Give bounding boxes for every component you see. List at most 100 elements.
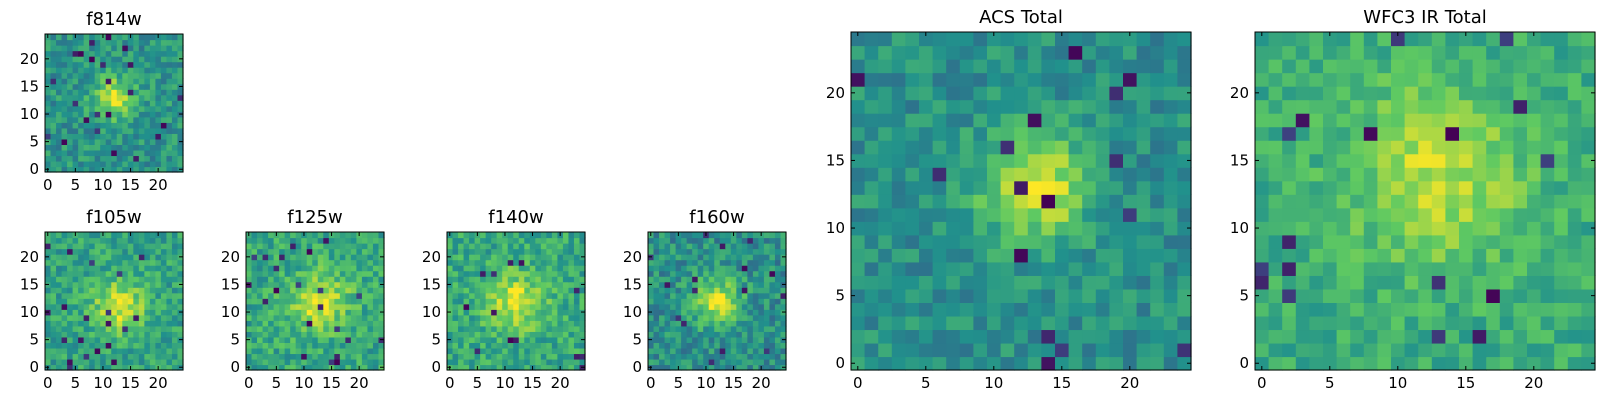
heatmap-cell (78, 254, 85, 261)
heatmap-cell (474, 276, 481, 283)
heatmap-cell (116, 292, 123, 299)
heatmap-cell (1309, 356, 1324, 371)
heatmap-cell (171, 50, 179, 57)
heatmap-cell (160, 61, 168, 68)
heatmap-cell (697, 309, 704, 316)
heatmap-cell (919, 248, 934, 263)
heatmap-cell (171, 265, 179, 272)
heatmap-cell (94, 39, 101, 46)
heatmap-cell (491, 259, 498, 266)
heatmap-cell (878, 275, 893, 290)
heatmap-cell (1282, 275, 1297, 290)
heatmap-cell (513, 342, 520, 349)
heatmap-cell (1540, 86, 1555, 101)
heatmap-cell (485, 331, 492, 338)
heatmap-cell (1295, 207, 1310, 222)
heatmap-cell (171, 127, 179, 134)
heatmap-cell (262, 287, 269, 294)
heatmap-cell (1095, 207, 1110, 222)
heatmap-cell (491, 281, 498, 288)
heatmap-cell (50, 265, 57, 272)
heatmap-cell (502, 248, 509, 255)
heatmap-cell (1082, 32, 1097, 47)
heatmap-cell (529, 320, 536, 327)
heatmap-cell (1404, 342, 1419, 358)
heatmap-cell (83, 61, 90, 68)
heatmap-cell (741, 358, 748, 366)
heatmap-cell (546, 303, 553, 310)
y-tick-label: 0 (835, 354, 845, 372)
heatmap-cell (1323, 234, 1338, 249)
heatmap-cell (279, 358, 286, 366)
heatmap-cell (268, 259, 275, 266)
heatmap-cell (1163, 329, 1178, 344)
heatmap-cell (50, 254, 57, 261)
heatmap-cell (686, 259, 693, 266)
heatmap-cell (334, 342, 341, 349)
heatmap-cell (67, 353, 74, 360)
heatmap-cell (1150, 45, 1165, 60)
heatmap-cell (144, 270, 151, 277)
heatmap-cell (557, 243, 564, 250)
heatmap-cell (105, 298, 112, 305)
heatmap-cell (334, 303, 341, 310)
heatmap-cell (562, 364, 570, 371)
heatmap-cell (932, 248, 947, 263)
heatmap-cell (670, 314, 677, 321)
heatmap-cell (1404, 32, 1419, 47)
heatmap-cell (891, 59, 906, 74)
heatmap-cell (105, 281, 112, 288)
heatmap-cell (480, 270, 487, 277)
heatmap-cell (987, 59, 1002, 74)
heatmap-cell (144, 281, 151, 288)
heatmap-cell (166, 149, 173, 157)
heatmap-cell (1323, 153, 1338, 168)
heatmap-cell (905, 140, 920, 155)
heatmap-cell (246, 314, 253, 321)
heatmap-cell (171, 155, 179, 162)
heatmap-cell (714, 265, 721, 272)
heatmap-cell (763, 309, 771, 316)
heatmap-cell (524, 259, 531, 266)
heatmap-cell (551, 292, 558, 299)
heatmap-cell (67, 336, 74, 343)
heatmap-cell (1391, 288, 1406, 303)
heatmap-cell (573, 342, 581, 349)
heatmap-cell (681, 331, 688, 338)
heatmap-cell (891, 342, 906, 358)
heatmap-cell (295, 254, 302, 261)
heatmap-cell (155, 56, 162, 63)
heatmap-cell (1163, 221, 1178, 236)
heatmap-cell (959, 32, 974, 47)
heatmap-cell (111, 259, 118, 266)
heatmap-cell (513, 309, 520, 316)
heatmap-cell (1123, 342, 1138, 358)
heatmap-cell (664, 336, 671, 343)
heatmap-cell (719, 292, 726, 299)
heatmap-cell (758, 287, 765, 294)
heatmap-cell (1323, 248, 1338, 263)
heatmap-cell (257, 298, 264, 305)
heatmap-cell (67, 292, 74, 299)
heatmap-cell (878, 248, 893, 263)
heatmap-cell (774, 314, 782, 321)
heatmap-cell (89, 237, 96, 244)
heatmap-cell (61, 61, 68, 68)
heatmap-cell (155, 248, 162, 255)
heatmap-cell (334, 270, 341, 277)
heatmap-cell (138, 342, 145, 349)
heatmap-cell (557, 281, 564, 288)
heatmap-cell (1109, 288, 1124, 303)
heatmap-cell (367, 287, 374, 294)
heatmap-cell (730, 358, 737, 366)
heatmap-cell (1163, 302, 1178, 317)
heatmap-cell (485, 342, 492, 349)
heatmap-cell (50, 358, 57, 366)
heatmap-cell (149, 276, 156, 283)
heatmap-cell (339, 353, 346, 360)
heatmap-cell (780, 314, 787, 321)
heatmap-cell (653, 303, 660, 310)
heatmap-cell (127, 265, 134, 272)
heatmap-cell (122, 232, 129, 239)
heatmap-cell (116, 325, 123, 332)
